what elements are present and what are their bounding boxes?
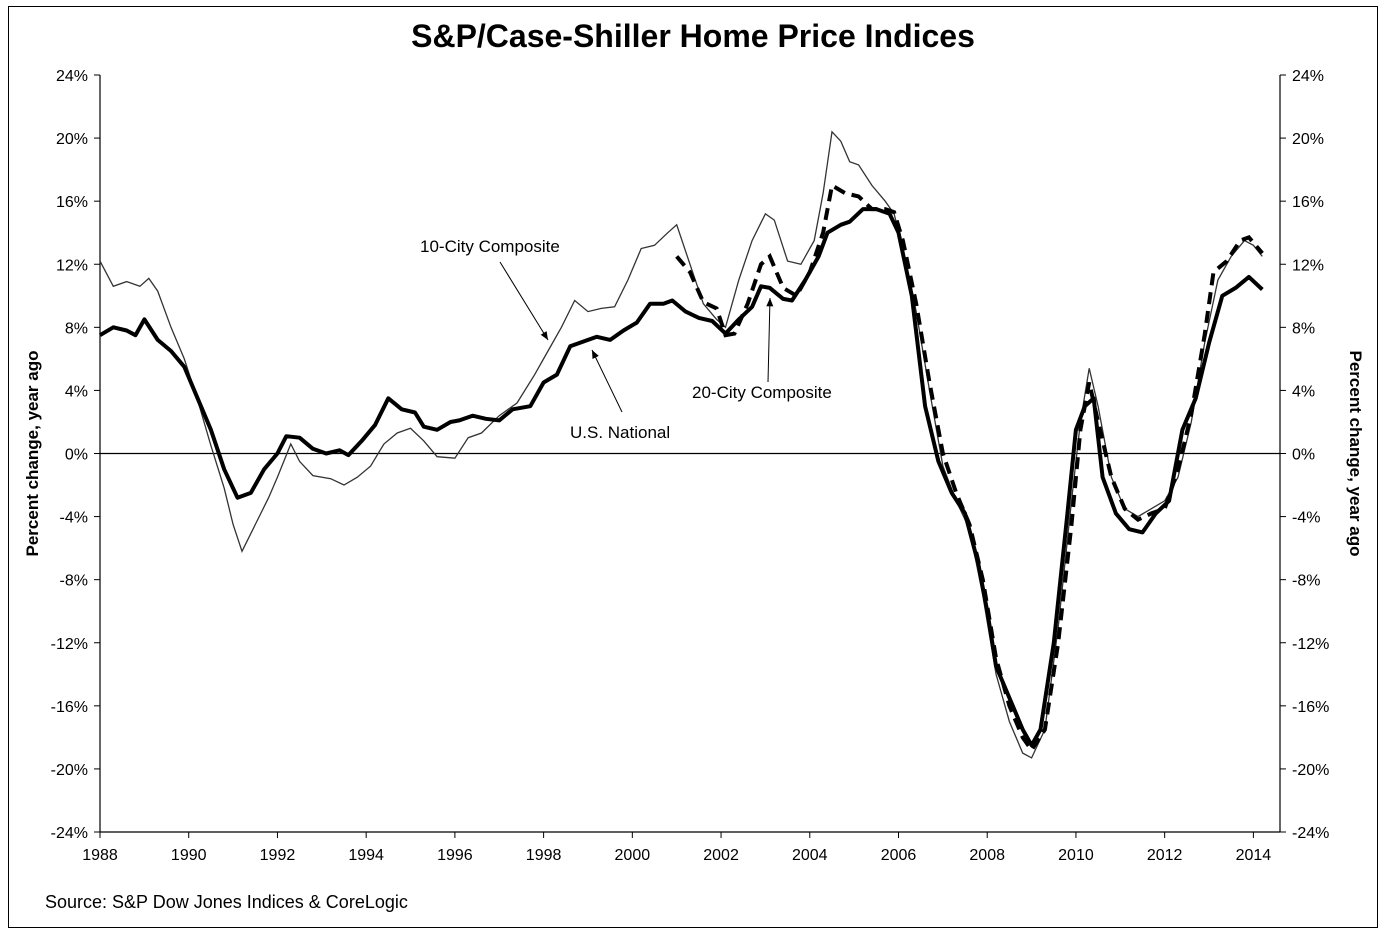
annotation-arrow [767, 297, 771, 383]
x-tick-label: 1988 [82, 847, 118, 864]
y-tick-label-right: 12% [1292, 257, 1324, 274]
y-tick-label-left: -4% [60, 510, 88, 527]
x-tick-label: 2008 [969, 847, 1005, 864]
source-note: Source: S&P Dow Jones Indices & CoreLogi… [45, 892, 408, 912]
x-tick-label: 2012 [1147, 847, 1183, 864]
x-tick-label: 1990 [171, 847, 207, 864]
x-tick-label: 1998 [526, 847, 562, 864]
y-tick-label-left: -16% [51, 699, 88, 716]
x-tick-label: 1994 [348, 847, 384, 864]
annotation-arrow [591, 349, 623, 413]
y-tick-label-right: -4% [1292, 510, 1320, 527]
y-tick-label-left: -20% [51, 762, 88, 779]
x-tick-label: 2002 [703, 847, 739, 864]
annotation-arrowhead [592, 350, 599, 359]
y-tick-label-left: 12% [56, 257, 88, 274]
y-tick-label-right: 16% [1292, 194, 1324, 211]
y-tick-label-right: 8% [1292, 320, 1315, 337]
x-tick-label: 2014 [1236, 847, 1272, 864]
y-tick-label-right: -12% [1292, 636, 1329, 653]
y-tick-label-left: -24% [51, 825, 88, 842]
y-tick-label-right: 20% [1292, 131, 1324, 148]
annotation-20-city-composite: 20-City Composite [692, 383, 832, 402]
annotation-arrowhead [766, 298, 774, 307]
y-tick-label-right: -20% [1292, 762, 1329, 779]
x-tick-label: 2000 [615, 847, 651, 864]
y-tick-label-left: -12% [51, 636, 88, 653]
x-tick-label: 2006 [881, 847, 917, 864]
series-line-10-city-composite [99, 130, 1263, 759]
annotation-u-s-national: U.S. National [570, 423, 670, 442]
chart-frame [8, 6, 1378, 928]
y-tick-label-left: 16% [56, 194, 88, 211]
x-tick-label: 2004 [792, 847, 828, 864]
y-tick-label-left: 8% [65, 320, 88, 337]
y-tick-label-right: 0% [1292, 447, 1315, 464]
y-tick-label-right: -24% [1292, 825, 1329, 842]
y-tick-label-right: -8% [1292, 573, 1320, 590]
y-tick-label-right: -16% [1292, 699, 1329, 716]
y-axis-label-right: Percent change, year ago [1346, 351, 1365, 557]
y-tick-label-left: 20% [56, 131, 88, 148]
y-tick-label-right: 4% [1292, 383, 1315, 400]
chart-title: S&P/Case-Shiller Home Price Indices [411, 18, 975, 54]
annotation-arrowhead [540, 331, 548, 340]
y-tick-label-right: 24% [1292, 68, 1324, 85]
y-tick-label-left: -8% [60, 573, 88, 590]
x-tick-label: 1996 [437, 847, 473, 864]
y-tick-label-left: 0% [65, 447, 88, 464]
y-axis-label-left: Percent change, year ago [23, 351, 42, 557]
series-line-u-s-national [98, 207, 1264, 748]
x-tick-label: 1992 [260, 847, 296, 864]
annotation-arrow [499, 261, 549, 341]
annotation-10-city-composite: 10-City Composite [420, 237, 560, 256]
y-tick-label-left: 24% [56, 68, 88, 85]
y-tick-label-left: 4% [65, 383, 88, 400]
x-tick-label: 2010 [1058, 847, 1094, 864]
